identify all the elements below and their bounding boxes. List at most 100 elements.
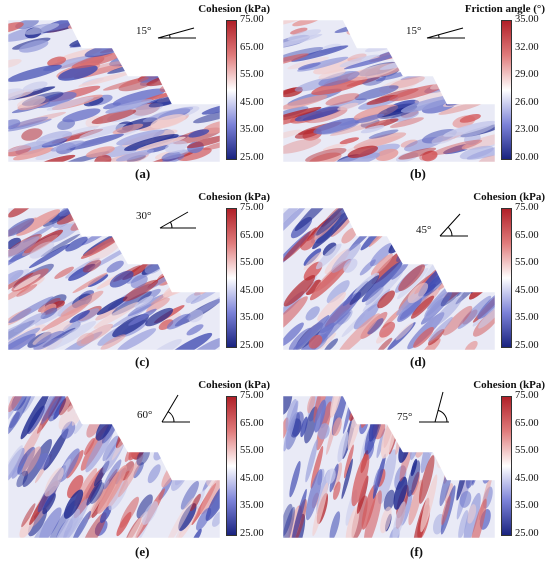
field-blob [419,150,438,161]
panel-label: (c) [135,354,150,369]
field-blob [431,134,455,145]
field-blob [316,208,351,236]
field-blob [373,468,381,490]
field-blob [464,340,478,350]
field-blob [346,20,387,35]
field-blob [80,512,107,538]
field-blob [477,290,495,320]
slope-field-map [282,19,496,163]
field-blob [103,459,122,490]
field-blob [80,396,96,412]
field-blob [185,337,220,350]
field-blob [407,282,429,304]
field-blob [343,258,358,273]
field-blob [477,401,494,458]
field-blob [283,129,303,141]
field-blob [353,304,380,330]
field-blob [164,332,213,350]
field-blob [21,503,36,528]
field-blob [305,468,323,521]
field-blob [112,88,166,106]
field-blob [360,396,373,428]
field-blob [418,455,435,504]
field-blob [395,322,414,341]
field-blob [292,315,330,350]
field-blob [164,140,188,154]
field-blob [453,236,493,276]
field-blob [440,50,457,63]
field-blob [365,286,384,306]
field-blob [431,243,452,264]
field-blob [472,83,495,97]
field-blob [378,208,406,230]
tick-label: 35.00 [240,500,264,512]
field-blob [16,209,61,236]
tick-label: 25.00 [240,528,264,539]
field-blob [145,53,188,68]
field-blob [118,454,144,498]
field-blob [398,264,426,292]
field-blob [38,154,76,162]
field-blob [438,262,466,290]
field-blob [464,132,481,145]
field-blob [325,152,381,162]
field-blob [305,439,318,483]
field-blob [145,307,174,327]
field-blob [410,295,435,319]
field-blob [305,279,322,296]
field-blob [8,333,36,350]
tick-label: 25.00 [515,340,539,351]
field-blob [311,76,368,96]
tick-label: 75.00 [515,390,539,401]
field-blob [113,396,137,428]
field-blob [102,396,122,422]
field-blob [105,99,153,114]
field-blob [65,236,88,252]
field-blob [40,307,58,319]
field-blob [165,259,191,276]
field-blob [283,106,322,123]
field-blob [461,132,495,150]
tick-label: 45.00 [515,284,539,296]
field-blob [387,322,416,350]
field-blob [443,436,458,484]
field-blob [193,109,220,124]
field-blob [377,290,395,309]
field-blob [182,441,200,470]
field-blob [20,396,50,440]
field-blob [194,432,209,454]
field-blob [307,396,316,414]
tick-label: 29.00 [515,69,539,81]
field-blob [188,129,210,138]
tick-label: 55.00 [515,257,539,269]
field-blob [180,44,208,57]
field-blob [380,506,392,534]
field-blob [332,417,342,437]
field-blob [483,405,495,445]
slope-field-map [282,395,496,539]
field-blob [360,125,385,134]
field-blob [106,260,124,273]
angle-label: 15° [136,25,152,37]
field-blob [50,140,85,152]
field-blob [79,123,128,139]
field-blob [201,103,220,115]
field-blob [100,334,126,350]
panel-d: Cohesion (kPa) 75.00 65.00 55.00 45.00 3… [275,188,550,376]
field-blob [283,400,299,452]
field-blob [341,227,358,244]
field-blob [54,266,74,279]
field-blob [283,20,311,27]
field-blob [196,209,218,224]
field-blob [319,332,337,350]
field-blob [33,330,65,350]
field-blob [364,421,378,455]
field-blob [325,468,336,485]
field-blob [399,396,415,433]
tick-label: 35.00 [240,312,264,324]
field-blob [150,114,186,129]
field-blob [422,47,456,62]
field-blob [377,337,393,350]
field-blob [351,396,368,429]
field-blob [283,503,293,537]
